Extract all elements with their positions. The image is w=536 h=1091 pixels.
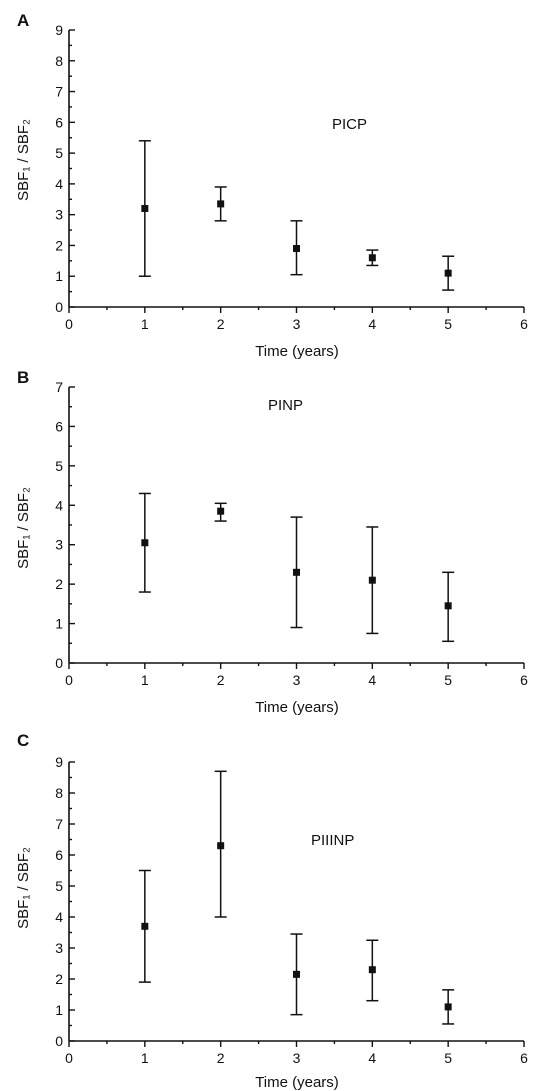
panel-c-y-axis-title: SBF₁ / SBF₂ (15, 847, 32, 929)
panel-c-y-tick-label: 4 (55, 909, 63, 925)
panel-a-x-tick-label: 6 (520, 316, 528, 332)
panel-c-y-tick-label: 9 (55, 754, 63, 770)
panel-a-x-tick-label: 0 (65, 316, 73, 332)
panel-a-y-tick-label: 5 (55, 145, 63, 161)
panel-b-data-point (217, 507, 225, 515)
panel-c-y-tick-label: 1 (55, 1002, 63, 1018)
panel-a-y-tick-label: 4 (55, 176, 63, 192)
panel-c-data-point (141, 922, 149, 930)
panel-a-x-tick-label: 4 (368, 316, 376, 332)
panel-a: A PICP Time (years) SBF₁ / SBF₂ 0 1 2 3 4 5 60… (15, 11, 528, 360)
panel-c: C PIIINP Time (years) SBF₁ / SBF₂ 0 1 2 3 4 5… (15, 731, 528, 1091)
panel-c-y-tick-label: 5 (55, 878, 63, 894)
panel-b-y-tick-label: 0 (55, 655, 63, 671)
panel-b-x-tick-label: 3 (293, 672, 301, 688)
panel-a-y-tick-label: 7 (55, 84, 63, 100)
panel-c-x-tick-label: 3 (293, 1050, 301, 1066)
panel-c-plot: 0 1 2 3 4 5 6 0 1 2 3 4 5 6 7 8 9 (55, 754, 528, 1066)
panel-c-y-tick-label: 0 (55, 1033, 63, 1049)
panel-b-letter: B (17, 368, 29, 387)
panel-a-y-tick-label: 3 (55, 207, 63, 223)
panel-b-data-point (368, 576, 376, 584)
panel-b-plot: 0 1 2 3 4 5 6 0 1 2 3 4 5 6 7 (55, 379, 528, 688)
panel-a-x-tick-label: 2 (217, 316, 225, 332)
panel-b-series-label: PINP (268, 397, 303, 414)
panel-b-y-tick-label: 7 (55, 379, 63, 395)
panel-a-x-axis-title: Time (years) (255, 343, 339, 360)
panel-c-y-tick-label: 8 (55, 785, 63, 801)
panel-c-data-point (293, 970, 300, 978)
panel-c-series-label: PIIINP (311, 832, 354, 849)
panel-c-x-tick-label: 5 (444, 1050, 452, 1066)
panel-c-x-tick-label: 1 (141, 1050, 149, 1066)
panel-c-x-tick-label: 4 (368, 1050, 376, 1066)
panel-c-data-point (444, 1003, 452, 1011)
panel-a-data-point (444, 269, 452, 277)
panel-a-data-point (368, 254, 376, 262)
panel-a-data-point (141, 205, 149, 213)
panel-a-y-tick-label: 0 (55, 299, 63, 315)
panel-b-y-tick-label: 6 (55, 418, 63, 434)
panel-a-letter: A (17, 11, 29, 30)
panel-a-y-axis-title: SBF₁ / SBF₂ (15, 119, 32, 201)
panel-a-x-tick-label: 3 (293, 316, 301, 332)
panel-c-y-tick-label: 7 (55, 816, 63, 832)
panel-a-y-tick-label: 6 (55, 114, 63, 130)
panel-a-y-tick-label: 2 (55, 237, 63, 253)
panel-b-y-tick-label: 5 (55, 458, 63, 474)
panel-b-y-tick-label: 2 (55, 576, 63, 592)
panel-b-x-tick-label: 0 (65, 672, 73, 688)
panel-b-x-axis-title: Time (years) (255, 699, 339, 716)
panel-b-data-point (141, 539, 149, 547)
panel-c-x-tick-label: 6 (520, 1050, 528, 1066)
panel-c-data-point (368, 966, 376, 974)
panel-b-y-tick-label: 3 (55, 537, 63, 553)
panel-b-x-tick-label: 2 (217, 672, 225, 688)
panel-c-x-tick-label: 2 (217, 1050, 225, 1066)
panel-c-x-axis-title: Time (years) (255, 1074, 339, 1091)
panel-a-y-tick-label: 1 (55, 268, 63, 284)
panel-a-series-label: PICP (332, 116, 367, 133)
panel-c-y-tick-label: 6 (55, 847, 63, 863)
panel-a-x-tick-label: 1 (141, 316, 149, 332)
panel-b-x-tick-label: 6 (520, 672, 528, 688)
panel-a-data-point (217, 200, 225, 208)
panel-c-y-tick-label: 2 (55, 971, 63, 987)
panel-a-y-tick-label: 8 (55, 53, 63, 69)
panel-c-letter: C (17, 731, 29, 750)
panel-c-y-tick-label: 3 (55, 940, 63, 956)
panel-b-x-tick-label: 5 (444, 672, 452, 688)
panel-a-x-tick-label: 5 (444, 316, 452, 332)
panel-a-y-tick-label: 9 (55, 22, 63, 38)
panel-a-plot: 0 1 2 3 4 5 6 0 1 2 3 4 5 6 7 8 9 (55, 22, 528, 332)
panel-b-data-point (444, 602, 452, 610)
panel-a-data-point (293, 245, 300, 253)
panel-b-y-tick-label: 4 (55, 497, 63, 513)
panel-b-data-point (293, 568, 300, 576)
panel-b-y-axis-title: SBF₁ / SBF₂ (15, 487, 32, 569)
panel-c-x-tick-label: 0 (65, 1050, 73, 1066)
panel-b-x-tick-label: 1 (141, 672, 149, 688)
panel-b: B PINP Time (years) SBF₁ / SBF₂ 0 1 2 3 4 5 60… (15, 368, 528, 716)
panel-b-x-tick-label: 4 (368, 672, 376, 688)
panel-b-y-tick-label: 1 (55, 616, 63, 632)
panel-c-data-point (217, 842, 225, 850)
